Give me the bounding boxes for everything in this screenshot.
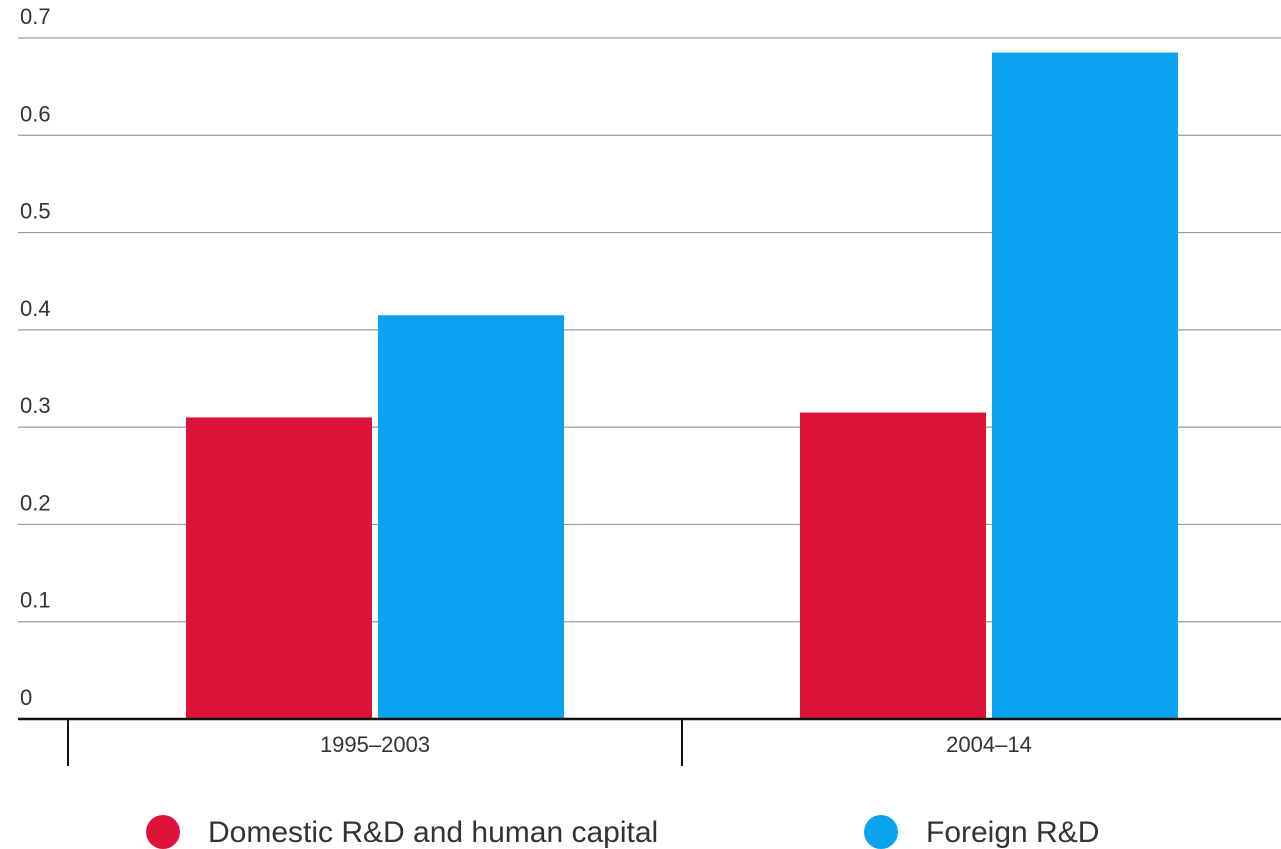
bars: [186, 52, 1178, 720]
x-category-label: 2004–14: [946, 732, 1032, 757]
legend-swatch: [864, 815, 898, 849]
bar-domestic-1: [800, 412, 986, 719]
bar-foreign-0: [378, 315, 564, 719]
y-tick-label: 0.3: [20, 393, 51, 418]
legend-label: Foreign R&D: [926, 816, 1099, 849]
bar-domestic-0: [186, 417, 372, 719]
legend: Domestic R&D and human capital Foreign R&…: [146, 815, 1099, 849]
x-axis-category-labels: 1995–2003 2004–14: [320, 732, 1032, 757]
x-category-label: 1995–2003: [320, 732, 430, 757]
y-tick-label: 0.5: [20, 199, 51, 224]
legend-label: Domestic R&D and human capital: [208, 816, 658, 849]
y-tick-label: 0.1: [20, 588, 51, 613]
y-tick-label: 0.2: [20, 490, 51, 515]
bar-foreign-1: [992, 52, 1178, 720]
x-axis: [18, 717, 1281, 766]
y-tick-label: 0: [20, 685, 32, 710]
y-tick-label: 0.4: [20, 296, 51, 321]
legend-swatch: [146, 815, 180, 849]
y-axis-tick-labels: 0 0.1 0.2 0.3 0.4 0.5 0.6 0.7: [20, 4, 51, 710]
y-tick-label: 0.6: [20, 101, 51, 126]
y-tick-label: 0.7: [20, 4, 51, 29]
